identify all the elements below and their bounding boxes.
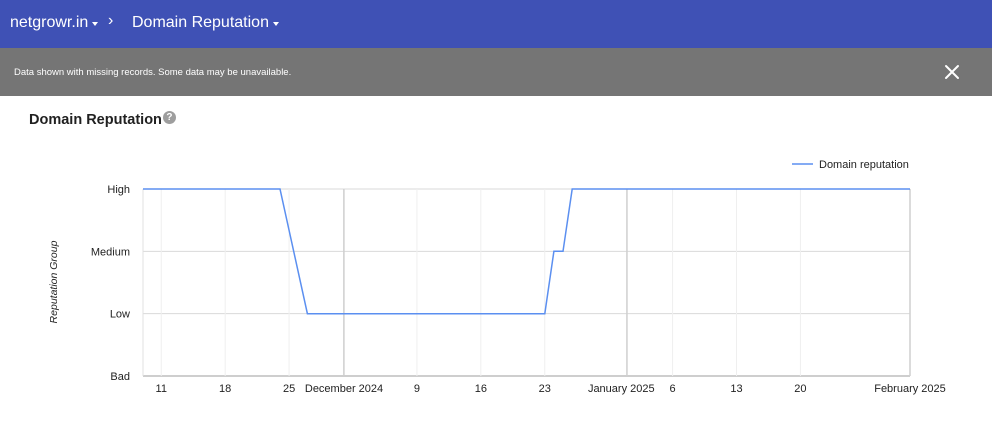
x-tick-label: February 2025 <box>874 383 946 395</box>
chevron-down-icon <box>92 22 99 26</box>
y-tick-label: High <box>107 184 130 196</box>
breadcrumb-page-label: Domain Reputation <box>132 14 269 31</box>
series-line <box>143 188 910 315</box>
close-icon[interactable] <box>942 62 962 82</box>
breadcrumb-site[interactable]: netgrowr.in <box>10 14 99 32</box>
top-app-bar: netgrowr.in › Domain Reputation <box>0 0 992 48</box>
x-tick-label: 6 <box>670 383 676 395</box>
x-tick-label: 23 <box>539 383 551 395</box>
help-icon[interactable]: ? <box>162 110 176 124</box>
x-tick-label: 13 <box>730 383 742 395</box>
x-tick-label: 18 <box>219 383 231 395</box>
x-tick-label: December 2024 <box>305 383 383 395</box>
x-tick-label: 9 <box>414 383 420 395</box>
banner-message: Data shown with missing records. Some da… <box>14 67 292 78</box>
missing-data-banner: Data shown with missing records. Some da… <box>0 48 992 96</box>
y-tick-label: Bad <box>110 371 130 383</box>
x-tick-label: January 2025 <box>588 383 655 395</box>
x-tick-label: 25 <box>283 383 295 395</box>
legend-label: Domain reputation <box>819 159 909 171</box>
y-axis-title: Reputation Group <box>48 240 60 323</box>
y-tick-label: Medium <box>91 246 130 258</box>
breadcrumb-site-label: netgrowr.in <box>10 14 89 31</box>
breadcrumb-page[interactable]: Domain Reputation <box>132 14 279 32</box>
breadcrumb-separator-icon: › <box>108 12 114 29</box>
y-tick-label: Low <box>110 309 130 321</box>
x-tick-label: 11 <box>156 383 167 395</box>
x-tick-label: 16 <box>475 383 487 395</box>
x-tick-label: 20 <box>794 383 806 395</box>
card-title: Domain Reputation ? <box>29 110 176 128</box>
card-title-text: Domain Reputation <box>29 112 162 128</box>
chevron-down-icon <box>272 22 279 26</box>
